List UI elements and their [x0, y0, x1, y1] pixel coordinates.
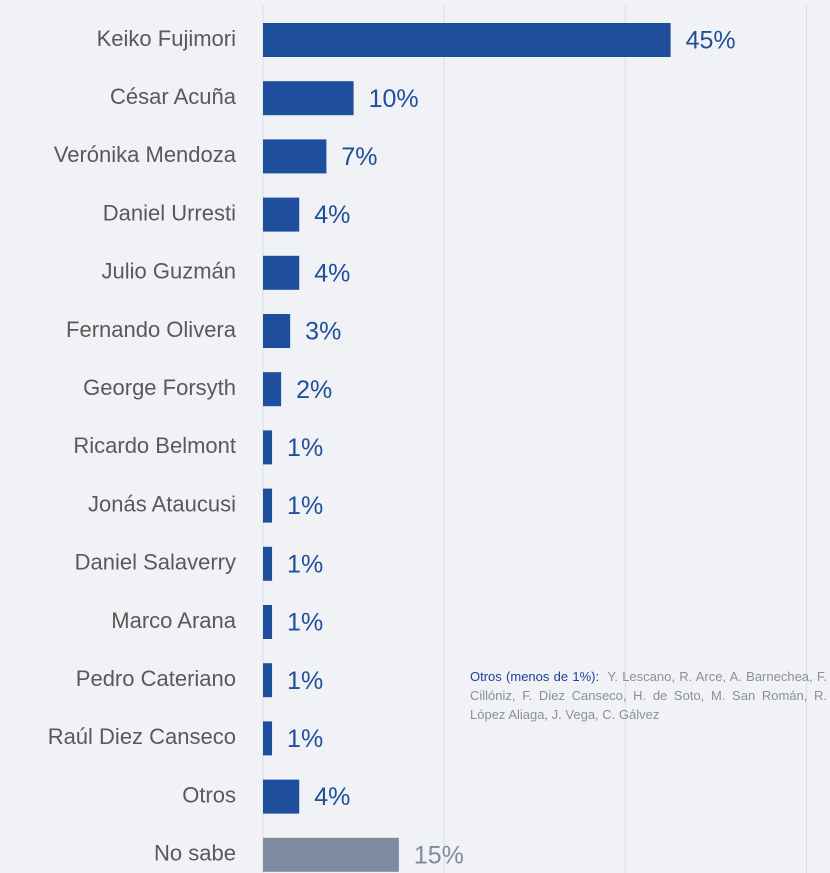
y-tick-label: Verónika Mendoza	[54, 142, 237, 167]
value-label: 45%	[686, 27, 736, 55]
bar	[263, 663, 273, 698]
value-label: 1%	[287, 434, 323, 462]
y-tick-label: No sabe	[154, 841, 236, 866]
y-tick-label: Julio Guzmán	[101, 259, 236, 284]
value-label: 7%	[341, 143, 377, 171]
value-label: 2%	[296, 376, 332, 404]
bar	[263, 255, 300, 290]
value-label: 15%	[414, 841, 464, 869]
bar	[263, 605, 273, 639]
bar	[263, 314, 291, 348]
y-tick-label: Keiko Fujimori	[97, 26, 236, 51]
y-tick-label: Raúl Diez Canseco	[48, 724, 236, 749]
bar	[263, 81, 354, 116]
bar	[263, 837, 399, 872]
value-label: 4%	[314, 783, 350, 811]
bar	[263, 23, 671, 57]
bar	[263, 197, 300, 232]
y-tick-label: Pedro Cateriano	[76, 666, 236, 691]
y-tick-label: Fernando Olivera	[66, 317, 237, 342]
value-label: 1%	[287, 725, 323, 753]
bar	[263, 488, 273, 523]
value-label: 4%	[314, 259, 350, 287]
bar	[263, 721, 273, 756]
value-label: 1%	[287, 609, 323, 637]
annotation: Otros (menos de 1%): Y. Lescano, R. Arce…	[470, 667, 827, 724]
bar	[263, 430, 273, 465]
value-label: 1%	[287, 667, 323, 695]
bar	[263, 779, 300, 814]
value-label: 1%	[287, 550, 323, 578]
y-tick-label: George Forsyth	[83, 375, 236, 400]
bar	[263, 139, 327, 174]
value-label: 4%	[314, 201, 350, 229]
value-label: 10%	[369, 85, 419, 113]
y-tick-label: Daniel Urresti	[103, 200, 236, 225]
y-tick-label: Ricardo Belmont	[73, 433, 236, 458]
value-label: 1%	[287, 492, 323, 520]
value-label: 3%	[305, 318, 341, 346]
y-tick-label: Marco Arana	[111, 608, 236, 633]
bar	[263, 546, 273, 581]
annotation-heading: Otros (menos de 1%):	[470, 669, 600, 684]
bar	[263, 372, 282, 407]
y-tick-label: Jonás Ataucusi	[88, 491, 236, 516]
annotation-text: Y. Lescano, R. Arce, A. Barnechea, F. Ci…	[470, 669, 827, 722]
y-tick-label: Daniel Salaverry	[75, 550, 236, 575]
y-tick-label: Otros	[182, 782, 236, 807]
y-tick-label: César Acuña	[110, 84, 237, 109]
